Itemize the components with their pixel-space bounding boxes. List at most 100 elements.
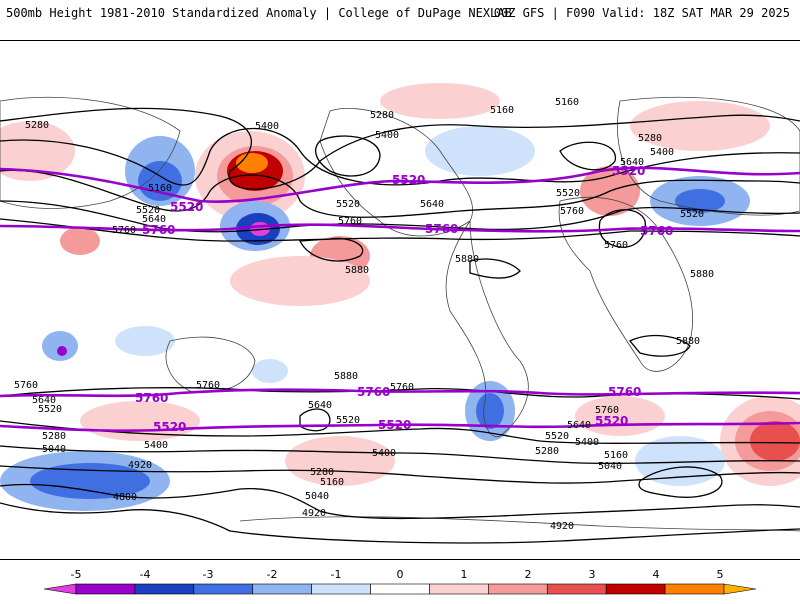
colorbar-tick: 3 — [589, 568, 596, 581]
colorbar-swatch — [488, 583, 548, 595]
colorbar-swatch — [134, 583, 195, 595]
colorbar-tick: -2 — [267, 568, 278, 581]
height-label: 5400 — [372, 448, 396, 459]
colorbar-tick: 5 — [717, 568, 724, 581]
africa — [558, 196, 694, 372]
highlight-label: 5760 — [142, 223, 175, 237]
height-label: 5400 — [650, 147, 674, 158]
height-label: 5040 — [42, 444, 66, 455]
height-label: 4920 — [302, 508, 326, 519]
north-america — [319, 108, 474, 237]
colorbar-tick: -1 — [331, 568, 342, 581]
colorbar-swatch — [723, 583, 757, 595]
height-label: 5520 — [336, 199, 360, 210]
height-label: 5400 — [375, 130, 399, 141]
height-label: 5760 — [560, 206, 584, 217]
colorbar-tick: 1 — [461, 568, 468, 581]
height-label: 5520 — [136, 205, 160, 216]
height-label: 5280 — [25, 120, 49, 131]
map-panel[interactable]: 5280 5400 5280 5160 5160 5400 5280 5400 … — [0, 40, 800, 560]
height-label: 5280 — [370, 110, 394, 121]
height-label: 5160 — [148, 183, 172, 194]
colorbar-swatch — [252, 583, 312, 595]
colorbar-tick: 4 — [653, 568, 660, 581]
height-label: 5640 — [142, 214, 166, 225]
height-label: 5880 — [690, 269, 714, 280]
colorbar-swatch — [605, 583, 666, 595]
height-label: 4920 — [128, 460, 152, 471]
height-label: 5760 — [196, 380, 220, 391]
colorbar: -5 -4 -3 -2 -1 0 1 2 3 4 5 — [0, 566, 800, 600]
highlight-contours — [0, 166, 800, 432]
height-label: 5280 — [310, 467, 334, 478]
map-title: 500mb Height 1981-2010 Standardized Anom… — [6, 6, 512, 20]
height-label: 5160 — [555, 97, 579, 108]
colorbar-swatches — [43, 583, 757, 595]
height-label: 5400 — [575, 437, 599, 448]
height-label: 5640 — [308, 400, 332, 411]
height-label: 5880 — [455, 254, 479, 265]
colorbar-swatch — [546, 583, 607, 595]
highlight-label: 5520 — [595, 414, 628, 428]
highlight-label: 5520 — [612, 164, 645, 178]
run-info: 00Z GFS | F090 Valid: 18Z SAT MAR 29 202… — [493, 6, 790, 20]
colorbar-swatch — [43, 583, 77, 595]
height-label: 4800 — [113, 492, 137, 503]
height-label-layer: 5280 5400 5280 5160 5160 5400 5280 5400 … — [14, 97, 714, 532]
highlight-label: 5760 — [640, 224, 673, 238]
height-label: 5160 — [490, 105, 514, 116]
height-label: 5520 — [336, 415, 360, 426]
height-label: 5880 — [334, 371, 358, 382]
height-label: 5760 — [338, 216, 362, 227]
colorbar-swatch — [429, 583, 489, 595]
height-label: 5520 — [556, 188, 580, 199]
eurasia-east — [0, 96, 181, 209]
colorbar-swatch — [664, 583, 725, 595]
colorbar-tick: -4 — [140, 568, 151, 581]
height-label: 5760 — [390, 382, 414, 393]
height-label: 5400 — [255, 121, 279, 132]
antarctica — [239, 516, 800, 532]
height-label: 5160 — [320, 477, 344, 488]
height-label: 5880 — [345, 265, 369, 276]
height-label: 5400 — [144, 440, 168, 451]
colorbar-swatch — [75, 583, 136, 595]
highlight-label: 5760 — [357, 385, 390, 399]
anomaly-map: 5280 5400 5280 5160 5160 5400 5280 5400 … — [0, 83, 800, 544]
height-label: 5280 — [42, 431, 66, 442]
highlight-label: 5520 — [153, 420, 186, 434]
highlight-label: 5520 — [378, 418, 411, 432]
height-label: 5880 — [676, 336, 700, 347]
colorbar-tick-labels: -5 -4 -3 -2 -1 0 1 2 3 4 5 — [71, 568, 724, 581]
height-label: 5760 — [14, 380, 38, 391]
australia — [165, 336, 256, 393]
height-label: 5520 — [545, 431, 569, 442]
height-label: 5640 — [32, 395, 56, 406]
height-label: 5520 — [680, 209, 704, 220]
colorbar-tick: -3 — [203, 568, 214, 581]
highlight-label: 5520 — [392, 173, 425, 187]
height-label: 5760 — [112, 225, 136, 236]
height-label: 5640 — [620, 157, 644, 168]
height-label: 5640 — [420, 199, 444, 210]
colorbar-tick: -5 — [71, 568, 82, 581]
height-label: 5640 — [567, 420, 591, 431]
colorbar-tick: 0 — [397, 568, 404, 581]
height-label: 5160 — [604, 450, 628, 461]
height-contours — [0, 107, 800, 544]
highlight-label: 5760 — [425, 222, 458, 236]
highlight-label: 5760 — [135, 391, 168, 405]
height-label: 5520 — [38, 404, 62, 415]
height-label: 5280 — [535, 446, 559, 457]
height-label: 5760 — [604, 240, 628, 251]
height-label: 5280 — [638, 133, 662, 144]
height-label: 5040 — [305, 491, 329, 502]
highlight-label-layer: 5520 5520 5520 5760 5760 5760 5760 5760 … — [135, 164, 673, 434]
colorbar-swatch — [193, 583, 254, 595]
colorbar-swatch — [370, 583, 430, 595]
highlight-label: 5760 — [608, 385, 641, 399]
height-label: 4920 — [550, 521, 574, 532]
colorbar-swatch — [311, 583, 371, 595]
colorbar-tick: 2 — [525, 568, 532, 581]
height-label: 5760 — [595, 405, 619, 416]
